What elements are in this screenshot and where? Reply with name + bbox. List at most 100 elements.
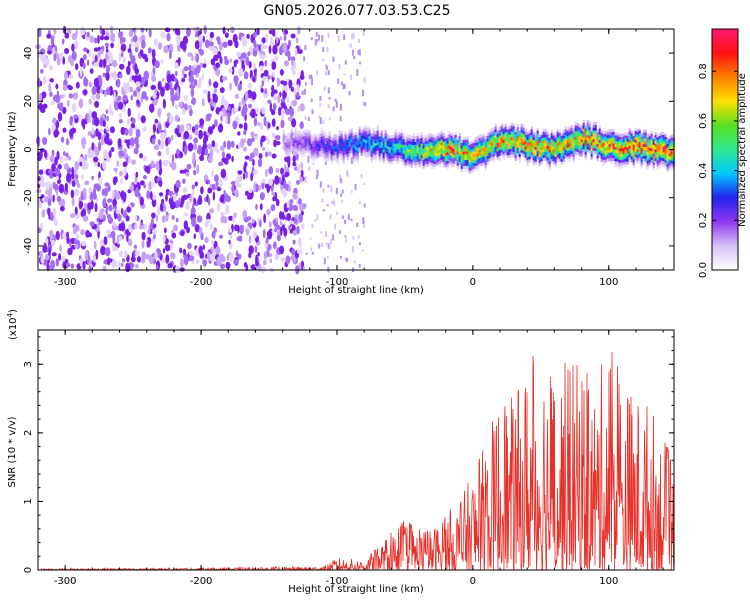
spectrogram-band-cell <box>616 152 619 156</box>
spectrogram-band-cell <box>666 161 669 164</box>
spectrogram-band-cell <box>306 143 309 147</box>
spectrogram-band-cell <box>550 150 553 154</box>
spectrogram-band-cell <box>556 137 559 141</box>
spectrogram-band-cell <box>454 143 457 147</box>
spectrogram-band-cell <box>492 150 495 154</box>
spectrogram-band-cell <box>382 149 385 153</box>
spectrogram-noise-cell <box>278 46 283 56</box>
spectrogram-band-cell <box>492 133 495 137</box>
spectrogram-band-cell <box>364 134 367 137</box>
spectrogram-noise-cell <box>136 255 142 263</box>
spectrogram-noise-cell <box>234 93 239 99</box>
spectrogram-band-cell <box>664 145 667 149</box>
spectrogram-band-cell <box>432 146 435 149</box>
spectrogram-band-cell <box>430 154 433 158</box>
spectrogram-band-cell <box>356 145 359 148</box>
spectrogram-band-cell <box>328 150 331 154</box>
spectrogram-noise-cell <box>89 221 95 227</box>
spectrogram-band-cell <box>598 145 601 149</box>
spectrogram-band-cell <box>328 133 331 137</box>
spectrogram-band-cell <box>638 133 641 137</box>
spectrogram-noise-cell <box>232 33 238 44</box>
spectrogram-noise-cell <box>191 217 197 227</box>
spectrogram-noise-cell <box>246 33 250 40</box>
spectrogram-noise-cell <box>168 115 174 124</box>
snr-y-label: SNR (10 * v/v) <box>7 416 18 487</box>
spectrogram-band-cell <box>454 152 457 156</box>
spectrogram-band-cell <box>296 145 299 149</box>
spectrogram-band-cell <box>524 131 527 135</box>
spectrogram-band-cell <box>470 155 473 159</box>
spectrogram-band-cell <box>632 144 635 148</box>
spectrogram-band-cell <box>520 132 523 136</box>
spectrogram-band-cell <box>624 161 627 165</box>
spectrogram-band-cell <box>370 150 373 154</box>
spectrogram-band-cell <box>390 141 393 145</box>
spectrogram-band-cell <box>368 144 371 148</box>
spectrogram-band-cell <box>554 151 557 155</box>
spectrogram-band-cell <box>434 155 437 159</box>
spectrogram-band-cell <box>500 149 503 153</box>
spectrogram-band-cell <box>534 152 537 156</box>
spectrogram-band-cell <box>614 158 617 162</box>
spectrogram-noise-cell <box>87 202 93 211</box>
spectrogram-noise-cell <box>129 137 135 147</box>
spectrogram-noise-cell <box>270 108 276 116</box>
spectrogram-scatter-cell <box>325 70 328 76</box>
spectrogram-noise-cell <box>152 92 157 100</box>
spectrogram-band-cell <box>638 147 641 151</box>
spectrogram-band-cell <box>338 144 341 148</box>
spectrogram-band-cell <box>456 139 459 143</box>
spectrogram-noise-cell <box>296 164 302 174</box>
spectrogram-band-cell <box>380 147 383 151</box>
spectrogram-noise-cell <box>212 191 216 201</box>
spectrogram-noise-cell <box>66 231 69 239</box>
spectrogram-band-cell <box>494 138 497 141</box>
spectrogram-band-cell <box>514 146 517 150</box>
spectrogram-band-cell <box>606 137 609 141</box>
spectrogram-band-cell <box>670 154 673 158</box>
spectrogram-band-cell <box>366 148 369 152</box>
spectrogram-band-cell <box>320 136 323 140</box>
spectrogram-band-cell <box>434 152 437 156</box>
spectrogram-band-cell <box>304 138 307 142</box>
spectrogram-band-cell <box>306 129 309 133</box>
spectrogram-band-cell <box>370 133 373 137</box>
spectrogram-band-cell <box>594 139 597 143</box>
spectrogram-noise-cell <box>47 189 52 198</box>
spectrogram-noise-cell <box>94 117 100 127</box>
spectrogram-band-cell <box>460 163 463 166</box>
spectrogram-noise-cell <box>124 128 129 136</box>
spectrogram-scatter-cell <box>322 188 325 193</box>
spectrogram-scatter-cell <box>357 50 360 55</box>
spectrogram-band-cell <box>346 157 349 160</box>
spectrogram-band-cell <box>562 161 565 165</box>
spectrogram-noise-cell <box>224 58 230 66</box>
spectrogram-noise-cell <box>243 122 248 132</box>
spectrogram-band-cell <box>542 149 545 153</box>
spectrogram-band-cell <box>532 137 535 141</box>
spectrogram-scatter-cell <box>352 236 355 240</box>
spectrogram-noise-cell <box>88 81 93 88</box>
spectrogram-band-cell <box>476 150 479 154</box>
spectrogram-band-cell <box>586 143 589 147</box>
spectrogram-band-cell <box>504 143 507 147</box>
spectrogram-band-cell <box>668 141 671 145</box>
spectrogram-band-cell <box>448 148 451 152</box>
spectrogram-band-cell <box>616 132 619 136</box>
spectrogram-band-cell <box>604 151 607 154</box>
spectrogram-band-cell <box>484 150 487 154</box>
spectrogram-band-cell <box>568 155 571 159</box>
spectrogram-band-cell <box>462 160 465 164</box>
spectrogram-noise-cell <box>189 194 192 203</box>
spectrogram-noise-cell <box>40 68 44 74</box>
spectrogram-band-cell <box>588 130 591 134</box>
spectrogram-band-cell <box>668 159 671 163</box>
spectrogram-noise-cell <box>156 206 161 216</box>
spectrogram-band-cell <box>372 142 375 146</box>
spectrogram-band-cell <box>504 129 507 133</box>
spectrogram-band-cell <box>530 132 533 135</box>
spectrogram-band-cell <box>442 158 445 162</box>
spectrogram-band-cell <box>328 138 331 142</box>
spectrogram-band-cell <box>486 158 489 162</box>
